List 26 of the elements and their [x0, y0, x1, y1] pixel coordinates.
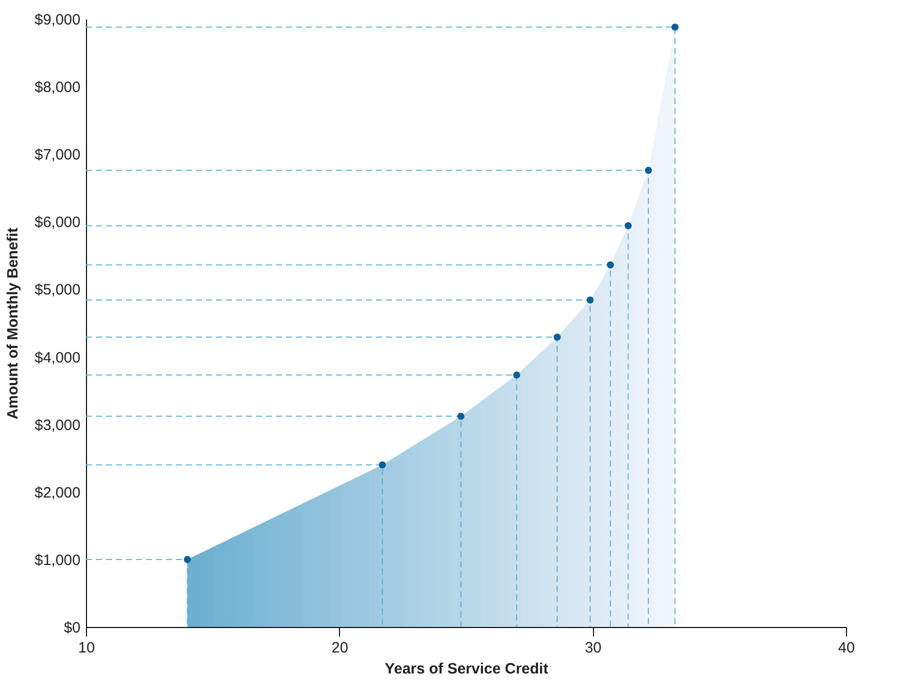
y-tick-label: $6,000	[34, 214, 80, 232]
point	[184, 556, 191, 563]
y-tick-label: $8,000	[34, 79, 80, 96]
y-tick-label: $1,000	[34, 552, 80, 569]
point	[586, 296, 594, 304]
x-axis-title: Years of Service Credit	[384, 660, 548, 678]
point	[624, 222, 632, 230]
y-axis-title: Amount of Monthly Benefit	[4, 228, 22, 420]
y-tick-label: $0	[64, 620, 80, 636]
y-tick-label: $4,000	[34, 349, 80, 366]
point	[671, 24, 679, 31]
point	[554, 334, 561, 341]
y-tick-label: $2,000	[34, 484, 80, 502]
x-tick-label: 20	[331, 640, 348, 656]
point	[606, 261, 614, 268]
x-tick-label: 40	[838, 640, 855, 656]
x-tick-label: 30	[584, 640, 602, 656]
point	[457, 412, 464, 420]
point	[378, 461, 386, 468]
point	[644, 166, 652, 174]
x-tick-label: 10	[78, 640, 95, 656]
y-tick-label: $9,000	[34, 12, 80, 28]
point	[513, 371, 520, 379]
y-tick-label: $7,000	[34, 146, 80, 164]
y-tick-label: $3,000	[34, 416, 80, 434]
y-tick-label: $5,000	[34, 282, 80, 299]
